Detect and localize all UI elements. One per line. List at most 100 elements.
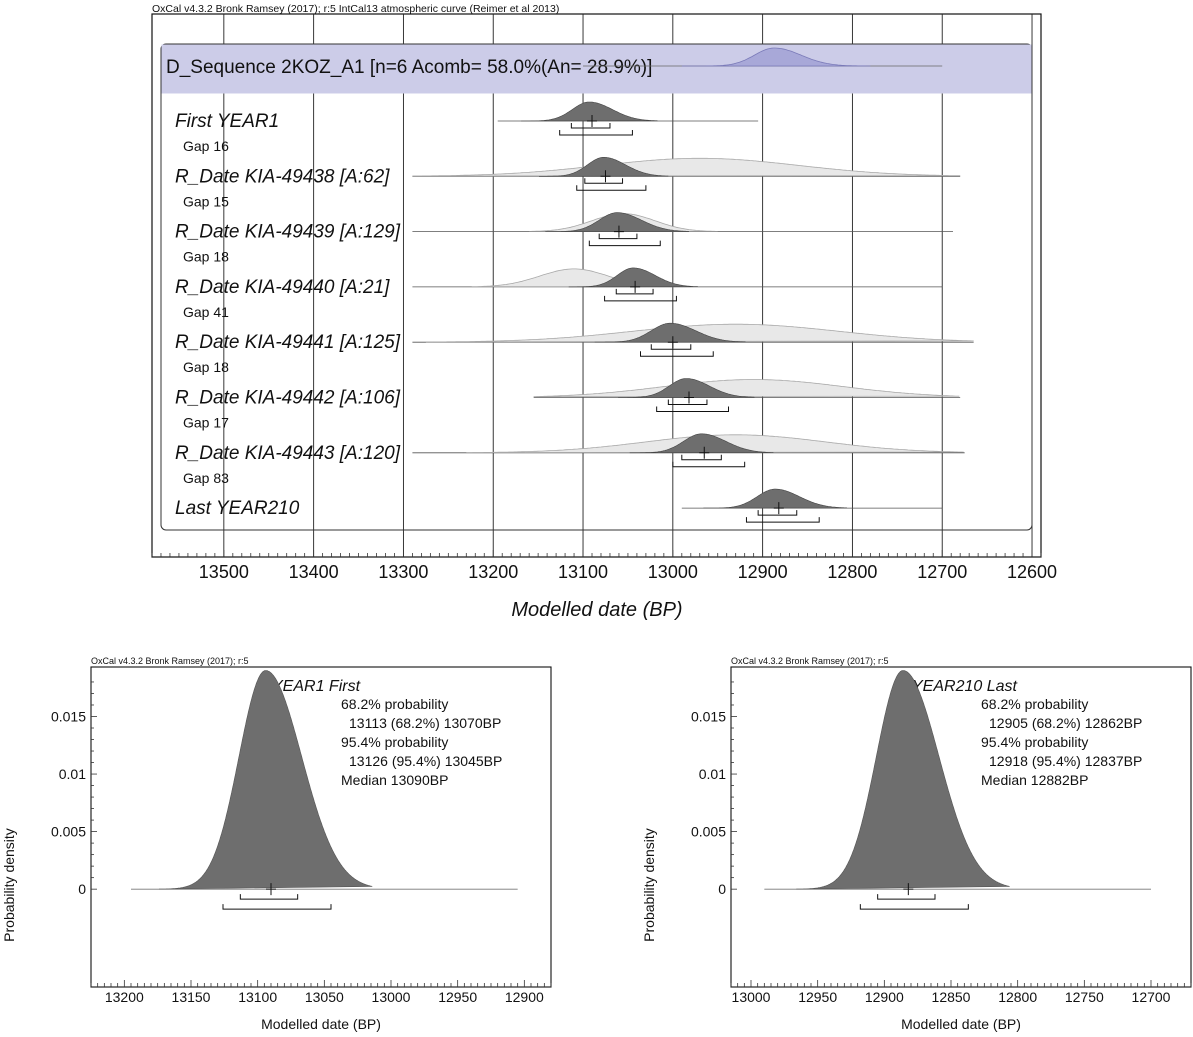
row-label: R_Date KIA-49443 [A:120] (175, 443, 401, 464)
prior-distribution (533, 379, 960, 397)
range-68-bracket (615, 288, 654, 295)
range-95-bracket (745, 517, 820, 523)
panel-y-tick-label: 0.005 (691, 824, 726, 840)
panel-y-tick-label: 0.01 (699, 766, 726, 782)
row-5: R_Date KIA-49442 [A:106] Gap 17 (175, 378, 961, 431)
range-68-bracket (584, 178, 624, 184)
panel-header: OxCal v4.3.2 Bronk Ramsey (2017); r:5 (731, 656, 889, 666)
gap-label: Gap 18 (183, 249, 229, 265)
panel-annotation: 68.2% probability (341, 696, 448, 712)
row-7: Last YEAR210 (175, 488, 943, 523)
range-95-bracket (559, 130, 633, 136)
posterior-distribution (521, 101, 658, 122)
panel-annotation: 95.4% probability (341, 734, 448, 750)
gap-label: Gap 18 (183, 359, 229, 375)
posterior-distribution (618, 378, 755, 398)
posterior-distribution (703, 488, 848, 509)
main-x-tick-label: 12600 (1007, 562, 1057, 582)
median-cross (699, 446, 710, 459)
panel-y-tick-label: 0 (718, 881, 726, 897)
gap-label: Gap 83 (183, 470, 229, 486)
panel-x-tick-label: 13000 (732, 989, 771, 1005)
panel-x-tick-label: 13050 (305, 989, 344, 1005)
range-68-bracket (570, 123, 611, 129)
median-cross (683, 391, 694, 404)
panel-x-axis-label: Modelled date (BP) (901, 1016, 1021, 1032)
row-label: First YEAR1 (175, 111, 279, 132)
panel-y-axis-label: Probability density (641, 828, 657, 942)
panel-x-tick-label: 13000 (372, 989, 411, 1005)
panel-annotation: Median 12882BP (981, 772, 1088, 788)
range-68-bracket (681, 454, 722, 461)
panel-range-68-bracket (239, 894, 299, 900)
panel-distribution (796, 670, 1010, 890)
main-x-tick-label: 12800 (827, 562, 877, 582)
sequence-title: D_Sequence 2KOZ_A1 [n=6 Acomb= 58.0%(An=… (166, 57, 652, 78)
posterior-distribution (568, 267, 699, 288)
posterior-distribution (629, 433, 774, 454)
panel-annotation: 12918 (95.4%) 12837BP (989, 753, 1142, 769)
panel-range-95-bracket (222, 904, 332, 910)
panel-x-axis-label: Modelled date (BP) (261, 1016, 381, 1032)
range-68-bracket (598, 233, 638, 240)
row-3: R_Date KIA-49440 [A:21] Gap 41 (175, 267, 943, 320)
gap-label: Gap 17 (183, 415, 229, 431)
panel-annotation: Median 13090BP (341, 772, 448, 788)
panel-x-tick-label: 12800 (998, 989, 1037, 1005)
panel-annotation: 13126 (95.4%) 13045BP (349, 753, 502, 769)
panel-x-tick-label: 13150 (172, 989, 211, 1005)
panel-median-cross (266, 883, 276, 896)
panel-title: YEAR1 First (272, 678, 361, 695)
range-68-bracket (667, 399, 708, 405)
row-4: R_Date KIA-49441 [A:125] Gap 18 (175, 322, 974, 375)
panel-x-tick-label: 13100 (238, 989, 277, 1005)
panel-distribution (158, 670, 373, 890)
panel-annotation: 95.4% probability (981, 734, 1088, 750)
panel-x-tick-label: 12700 (1132, 989, 1171, 1005)
sequence-distribution (681, 47, 871, 67)
panel-y-tick-label: 0.005 (51, 824, 86, 840)
range-95-bracket (640, 351, 714, 357)
panel-header: OxCal v4.3.2 Bronk Ramsey (2017); r:5 (91, 656, 249, 666)
panel-annotation: 13113 (68.2%) 13070BP (349, 715, 501, 731)
panel-y-tick-label: 0.015 (51, 708, 86, 724)
row-2: R_Date KIA-49439 [A:129] Gap 18 (175, 212, 953, 265)
panel-frame (90, 666, 552, 988)
row-label: R_Date KIA-49439 [A:129] (175, 222, 401, 243)
median-cross (600, 170, 611, 183)
panel-year210-last: OxCal v4.3.2 Bronk Ramsey (2017); r:5 YEA… (641, 656, 1192, 1032)
panel-x-tick-label: 13200 (105, 989, 144, 1005)
row-0: First YEAR1 Gap 16 (175, 101, 759, 154)
panel-median-cross (903, 883, 914, 896)
main-x-tick-label: 13400 (289, 562, 339, 582)
gap-label: Gap 15 (183, 193, 229, 209)
row-label: R_Date KIA-49441 [A:125] (175, 332, 401, 353)
range-95-bracket (588, 240, 661, 247)
median-cross (587, 115, 598, 127)
panel-y-tick-label: 0 (78, 881, 86, 897)
panel-y-tick-label: 0.015 (691, 708, 726, 724)
sequence-header-band (161, 44, 1032, 94)
row-label: R_Date KIA-49438 [A:62] (175, 166, 390, 187)
panel-year1-first: OxCal v4.3.2 Bronk Ramsey (2017); r:5 YEA… (1, 656, 552, 1032)
row-label: R_Date KIA-49442 [A:106] (175, 388, 401, 409)
panel-x-tick-label: 12900 (505, 989, 544, 1005)
range-68-bracket (757, 510, 798, 516)
panel-y-tick-label: 0.01 (59, 766, 86, 782)
median-cross (667, 336, 678, 349)
prior-distribution (412, 157, 961, 177)
panel-range-68-bracket (877, 894, 936, 900)
panel-annotation: 12905 (68.2%) 12862BP (989, 715, 1142, 731)
main-x-tick-label: 13500 (199, 562, 249, 582)
range-95-bracket (656, 406, 730, 412)
gap-label: Gap 41 (183, 304, 229, 320)
row-label: Last YEAR210 (175, 498, 300, 519)
panel-title: YEAR210 Last (912, 678, 1018, 695)
posterior-distribution (594, 322, 746, 343)
main-x-axis-label: Modelled date (BP) (511, 599, 682, 621)
gap-label: Gap 16 (183, 138, 229, 154)
range-95-bracket (672, 461, 746, 468)
panel-x-tick-label: 12950 (438, 989, 477, 1005)
main-x-tick-label: 13100 (558, 562, 608, 582)
panel-x-tick-label: 12750 (1065, 989, 1104, 1005)
